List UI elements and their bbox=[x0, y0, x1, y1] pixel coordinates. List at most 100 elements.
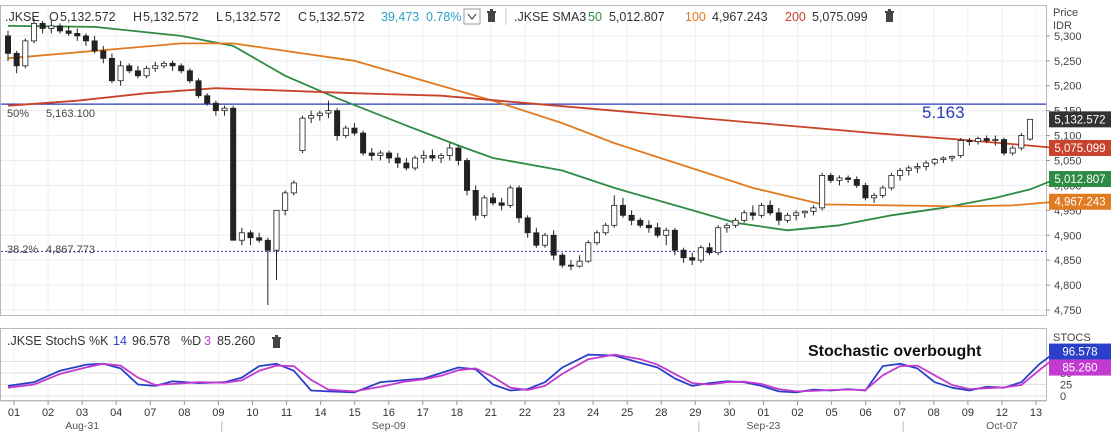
month-label: Sep-09 bbox=[372, 420, 406, 432]
candle-body bbox=[212, 102, 219, 112]
candle bbox=[221, 105, 228, 116]
date-label: 09 bbox=[212, 407, 224, 419]
sma-legend-label: .JKSE SMA3 bbox=[514, 10, 586, 24]
candle-body bbox=[793, 212, 800, 216]
stoch-k-tag[interactable]: 96.578 bbox=[1049, 343, 1111, 360]
candle-body bbox=[784, 214, 791, 221]
candle-body bbox=[264, 239, 271, 251]
sma-100-tag-text: 4,967.243 bbox=[1054, 197, 1105, 209]
stoch-d-tag[interactable]: 85.260 bbox=[1049, 359, 1111, 376]
candle-body bbox=[853, 179, 860, 186]
candle-body bbox=[290, 182, 297, 194]
trash-icon[interactable] bbox=[885, 9, 894, 22]
candle-body bbox=[983, 138, 990, 141]
candle-body bbox=[775, 212, 782, 221]
candle bbox=[966, 138, 973, 146]
candle-body bbox=[541, 234, 548, 246]
candle bbox=[30, 18, 37, 44]
candle-body bbox=[1001, 139, 1008, 154]
candle bbox=[186, 68, 193, 84]
stoch-d-label: %D bbox=[181, 334, 201, 348]
candle bbox=[810, 205, 817, 216]
candle bbox=[290, 180, 297, 196]
candle bbox=[126, 63, 133, 74]
sma-100-value: 4,967.243 bbox=[712, 10, 768, 24]
candle-body bbox=[481, 197, 488, 216]
candle-body bbox=[394, 157, 401, 164]
candle-body bbox=[160, 62, 167, 67]
candle bbox=[879, 185, 886, 198]
sma-200-tag[interactable]: 5,075.099 bbox=[1049, 139, 1111, 156]
value-tags[interactable]: 5,132.572 5,075.099 5,012.807 4,967.243 96.5… bbox=[1049, 111, 1111, 376]
candle-body bbox=[827, 175, 834, 181]
sma-200-label: 200 bbox=[785, 10, 806, 24]
date-label: 02 bbox=[791, 407, 803, 419]
candle-body bbox=[39, 23, 46, 29]
candle bbox=[108, 53, 115, 84]
candle-body bbox=[74, 33, 81, 37]
candle bbox=[299, 115, 306, 154]
candle bbox=[680, 247, 687, 263]
candle-body bbox=[403, 162, 410, 169]
close-price-tag[interactable]: 5,132.572 bbox=[1049, 111, 1111, 128]
candle-body bbox=[836, 177, 843, 181]
candle bbox=[637, 217, 644, 228]
trash-icon[interactable] bbox=[272, 335, 281, 348]
candle-body bbox=[490, 197, 497, 204]
candle bbox=[160, 60, 167, 69]
sma-50-label: 50 bbox=[588, 10, 602, 24]
month-label: Sep-23 bbox=[747, 420, 781, 432]
sma-lines bbox=[7, 25, 1057, 232]
date-label: 24 bbox=[587, 407, 599, 419]
candle-body bbox=[879, 187, 886, 196]
candle bbox=[438, 153, 445, 163]
sma-50-tag[interactable]: 5,012.807 bbox=[1049, 171, 1111, 188]
candle-body bbox=[342, 127, 349, 136]
candle-body bbox=[654, 227, 661, 236]
date-label: 14 bbox=[314, 407, 326, 419]
candle-body bbox=[611, 204, 618, 226]
fib-50-callout: 5.163 bbox=[922, 103, 965, 122]
candle-body bbox=[134, 70, 141, 77]
legend-h-value: 5,132.572 bbox=[143, 10, 199, 24]
candle bbox=[56, 23, 63, 34]
candle-body bbox=[732, 219, 739, 226]
candle bbox=[845, 175, 852, 183]
candle bbox=[957, 138, 964, 159]
candle bbox=[377, 150, 384, 161]
candle-body bbox=[567, 264, 574, 267]
date-label: 07 bbox=[894, 407, 906, 419]
sma-100-tag[interactable]: 4,967.243 bbox=[1049, 193, 1111, 210]
candle bbox=[472, 185, 479, 221]
candle bbox=[230, 105, 237, 241]
collapse-button[interactable] bbox=[463, 8, 481, 25]
candle bbox=[853, 176, 860, 188]
candle-body bbox=[360, 132, 367, 154]
candle-body bbox=[498, 202, 505, 206]
candle-body bbox=[152, 65, 159, 69]
candle-body bbox=[706, 247, 713, 254]
candle bbox=[204, 93, 211, 106]
date-label: 12 bbox=[996, 407, 1008, 419]
candle bbox=[585, 240, 592, 263]
stoch-d-tag-text: 85.260 bbox=[1062, 363, 1097, 375]
candle-body bbox=[1018, 135, 1025, 149]
candle bbox=[949, 155, 956, 162]
candle bbox=[481, 195, 488, 218]
candle-body bbox=[247, 232, 254, 239]
candle bbox=[238, 227, 245, 246]
candle bbox=[394, 153, 401, 168]
candle bbox=[48, 19, 55, 34]
trash-icon[interactable] bbox=[487, 9, 496, 22]
candle bbox=[39, 20, 46, 34]
candle-body bbox=[741, 212, 748, 221]
candle-body bbox=[195, 80, 202, 97]
candle-body bbox=[22, 40, 29, 67]
chevron-down-icon bbox=[467, 13, 477, 21]
candle bbox=[516, 185, 522, 223]
date-label: 09 bbox=[962, 407, 974, 419]
date-label: 04 bbox=[110, 407, 122, 419]
candle-body bbox=[992, 139, 999, 141]
candle-body bbox=[282, 192, 289, 211]
candle-body bbox=[845, 177, 852, 180]
